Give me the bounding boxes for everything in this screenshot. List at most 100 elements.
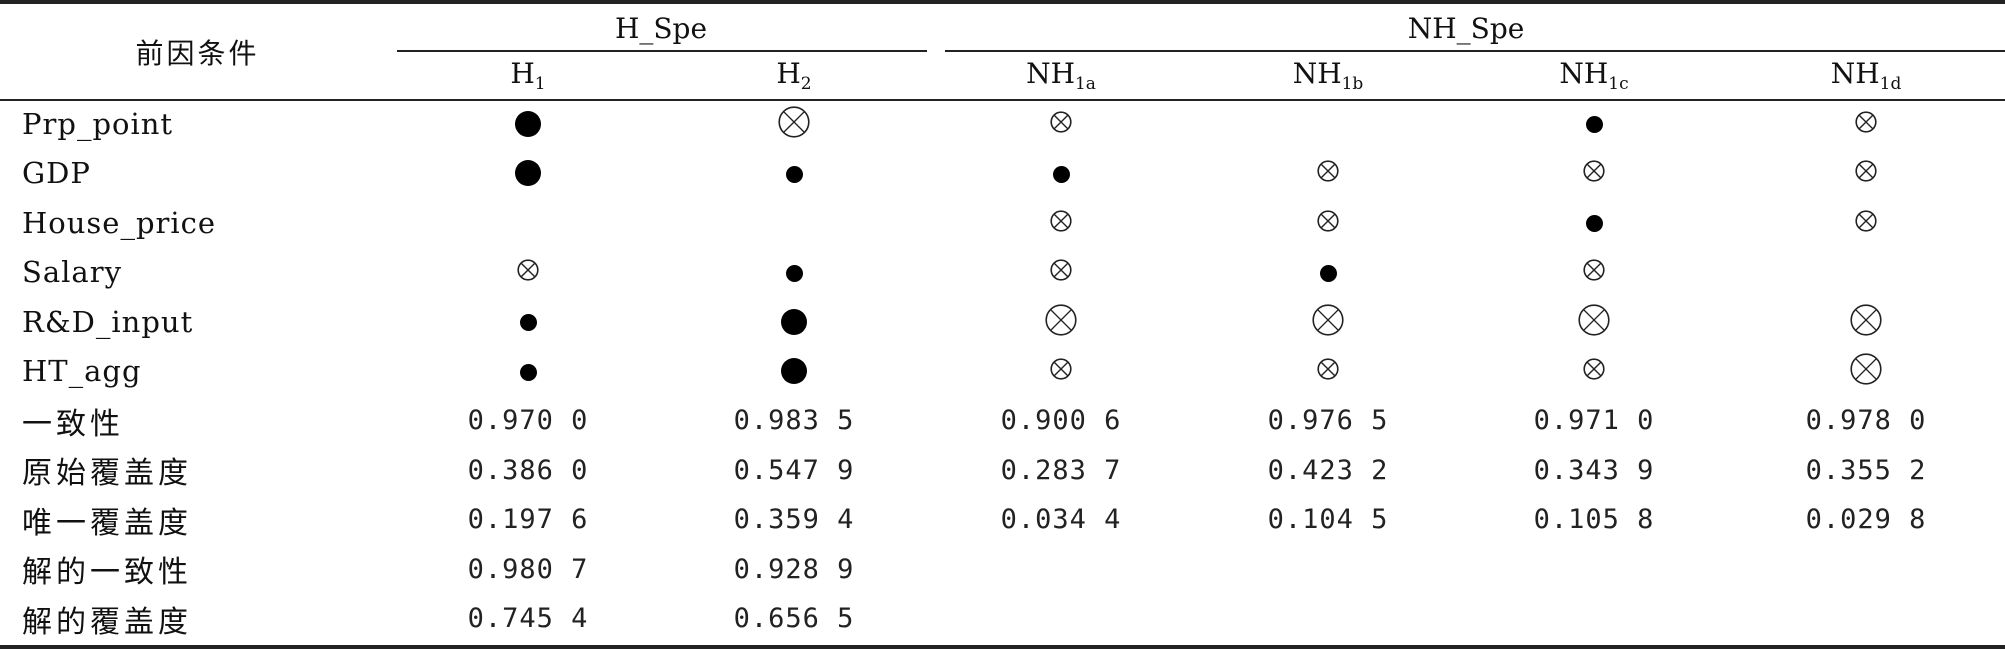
- core-absent-crossed-circle-icon: [1045, 304, 1077, 340]
- condition-label: House_price: [22, 205, 217, 240]
- metric-label: 唯一覆盖度: [22, 505, 192, 541]
- column-header-base: NH: [1559, 57, 1609, 90]
- metric-value: 0.343 9: [1533, 454, 1655, 486]
- condition-cell: [927, 149, 1195, 199]
- metric-label: 解的覆盖度: [22, 604, 192, 640]
- condition-label: HT_agg: [22, 354, 142, 389]
- bottom-rule: [0, 645, 2005, 649]
- column-header-subscript: 1c: [1608, 74, 1629, 94]
- condition-cell: [661, 297, 927, 347]
- peripheral-present-dot-icon: [785, 264, 803, 282]
- peripheral-absent-crossed-circle-icon: [517, 259, 539, 285]
- metric-value: [927, 594, 1195, 644]
- metric-value: 0.283 7: [1000, 454, 1122, 486]
- condition-row: HT_agg: [0, 347, 2005, 397]
- peripheral-absent-crossed-circle-icon: [1050, 111, 1072, 137]
- metric-value: 0.423 2: [1267, 454, 1389, 486]
- column-header-h1: H1: [395, 52, 661, 99]
- condition-label: GDP: [22, 156, 91, 191]
- metric-value: 0.547 9: [733, 454, 855, 486]
- condition-cell: [927, 248, 1195, 298]
- condition-cell: [1727, 99, 2005, 149]
- core-present-circle-icon: [515, 160, 541, 187]
- metric-value: [927, 545, 1195, 595]
- condition-cell: [1727, 297, 2005, 347]
- metric-value: 0.104 5: [1267, 504, 1389, 536]
- condition-cell: [927, 347, 1195, 397]
- metric-value: 0.976 5: [1267, 405, 1389, 437]
- peripheral-absent-crossed-circle-icon: [1583, 160, 1605, 186]
- condition-cell: [395, 297, 661, 347]
- condition-cell: [395, 149, 661, 199]
- metric-value: 0.197 6: [467, 504, 589, 536]
- column-header-subscript: 1: [534, 74, 546, 94]
- column-header-base: NH: [1830, 57, 1880, 90]
- metric-value: 0.928 9: [733, 553, 855, 585]
- peripheral-present-dot-icon: [785, 165, 803, 183]
- condition-cell: [1195, 297, 1461, 347]
- condition-cell: [1461, 198, 1727, 248]
- metric-value: 0.656 5: [733, 603, 855, 635]
- condition-cell: [661, 347, 927, 397]
- peripheral-present-dot-icon: [1585, 215, 1603, 233]
- condition-cell: [661, 248, 927, 298]
- condition-row: House_price: [0, 198, 2005, 248]
- condition-cell: [1461, 248, 1727, 298]
- peripheral-absent-crossed-circle-icon: [1050, 259, 1072, 285]
- metric-row: 原始覆盖度 0.386 0 0.547 9 0.283 7 0.423 2 0.343 9…: [0, 446, 2005, 496]
- metric-value: 0.970 0: [467, 405, 589, 437]
- peripheral-absent-crossed-circle-icon: [1317, 358, 1339, 384]
- condition-cell: [1461, 149, 1727, 199]
- peripheral-present-dot-icon: [1319, 264, 1337, 282]
- condition-cell: [1195, 347, 1461, 397]
- column-header-subscript: 1b: [1341, 74, 1364, 94]
- condition-label: Prp_point: [22, 106, 174, 141]
- metric-value: 0.029 8: [1805, 504, 1927, 536]
- peripheral-absent-crossed-circle-icon: [1855, 210, 1877, 236]
- metric-value: [1195, 594, 1461, 644]
- core-absent-crossed-circle-icon: [1850, 304, 1882, 340]
- column-header-subscript: 2: [800, 74, 812, 94]
- metric-value: [1727, 545, 2005, 595]
- peripheral-absent-crossed-circle-icon: [1855, 111, 1877, 137]
- peripheral-present-dot-icon: [519, 314, 537, 332]
- metric-label: 原始覆盖度: [22, 456, 192, 492]
- top-rule: [0, 0, 2005, 4]
- condition-cell: [1727, 248, 2005, 298]
- core-present-circle-icon: [515, 110, 541, 137]
- condition-cell: [1461, 99, 1727, 149]
- metric-value: [1727, 594, 2005, 644]
- condition-cell: [927, 297, 1195, 347]
- condition-cell: [1195, 149, 1461, 199]
- column-header-subscript: 1a: [1074, 74, 1096, 94]
- header-rule: [0, 99, 2005, 101]
- condition-cell: [927, 99, 1195, 149]
- condition-cell: [661, 99, 927, 149]
- condition-label: Salary: [22, 255, 122, 290]
- group-header-h-spe: H_Spe: [614, 11, 708, 45]
- metric-value: [1195, 545, 1461, 595]
- condition-cell: [661, 198, 927, 248]
- peripheral-absent-crossed-circle-icon: [1583, 358, 1605, 384]
- metric-value: [1461, 594, 1727, 644]
- condition-cell: [1727, 347, 2005, 397]
- metric-value: 0.105 8: [1533, 504, 1655, 536]
- peripheral-absent-crossed-circle-icon: [1050, 358, 1072, 384]
- condition-cell: [395, 347, 661, 397]
- condition-label: R&D_input: [22, 304, 194, 339]
- condition-cell: [1461, 347, 1727, 397]
- metric-label: 一致性: [22, 406, 124, 442]
- column-header-h2: H2: [661, 52, 927, 99]
- condition-cell: [1195, 198, 1461, 248]
- condition-row: Salary: [0, 248, 2005, 298]
- column-header-nh1a: NH1a: [927, 52, 1195, 99]
- header-row-groups: 前因条件 H_Spe NH_Spe: [0, 4, 2005, 70]
- metric-value: 0.971 0: [1533, 405, 1655, 437]
- column-header-nh1c: NH1c: [1461, 52, 1727, 99]
- condition-cell: [1727, 198, 2005, 248]
- metric-value: 0.900 6: [1000, 405, 1122, 437]
- core-absent-crossed-circle-icon: [778, 106, 810, 142]
- condition-cell: [395, 99, 661, 149]
- column-header-subscript: 1d: [1879, 74, 1902, 94]
